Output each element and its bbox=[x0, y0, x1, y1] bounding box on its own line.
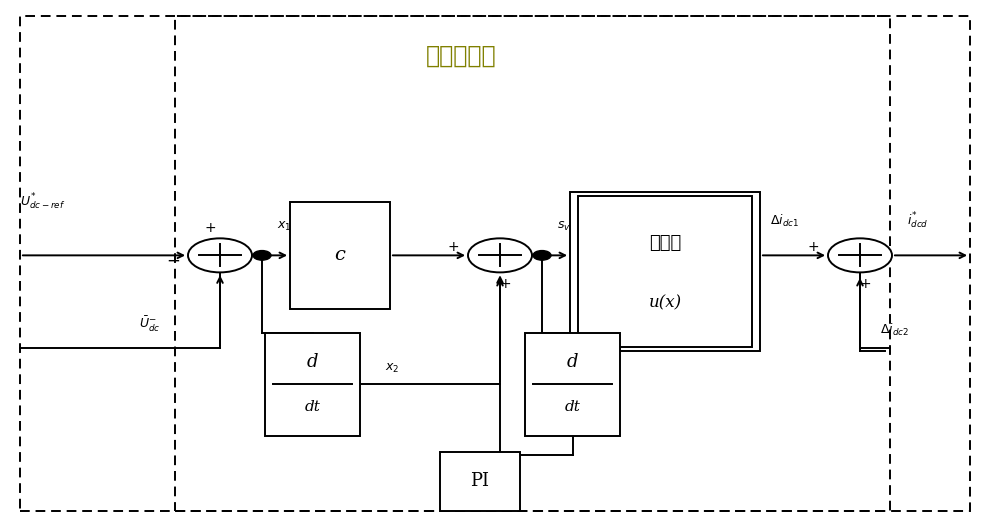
Text: d: d bbox=[307, 353, 318, 371]
FancyBboxPatch shape bbox=[290, 202, 390, 309]
Text: c: c bbox=[335, 246, 345, 264]
FancyBboxPatch shape bbox=[578, 196, 752, 347]
Text: $U_{dc-ref}^{*}$: $U_{dc-ref}^{*}$ bbox=[20, 192, 65, 212]
FancyBboxPatch shape bbox=[265, 332, 360, 436]
FancyBboxPatch shape bbox=[570, 192, 760, 351]
Text: +: + bbox=[499, 277, 511, 291]
Text: d: d bbox=[567, 353, 578, 371]
Text: $i_{dcd}^{*}$: $i_{dcd}^{*}$ bbox=[907, 211, 928, 231]
Text: dt: dt bbox=[305, 400, 320, 414]
Text: dt: dt bbox=[565, 400, 580, 414]
Text: $x_2$: $x_2$ bbox=[385, 362, 399, 375]
FancyBboxPatch shape bbox=[525, 332, 620, 436]
Text: +: + bbox=[447, 240, 459, 254]
Text: +: + bbox=[205, 221, 216, 235]
Circle shape bbox=[468, 238, 532, 272]
Text: +: + bbox=[807, 240, 819, 254]
Circle shape bbox=[828, 238, 892, 272]
Text: PI: PI bbox=[471, 472, 490, 491]
Text: 控制律: 控制律 bbox=[649, 234, 681, 252]
Text: $\Delta i_{dc1}$: $\Delta i_{dc1}$ bbox=[770, 213, 799, 229]
Text: $\Delta i_{dc2}$: $\Delta i_{dc2}$ bbox=[880, 322, 909, 338]
Text: $s_v$: $s_v$ bbox=[557, 220, 571, 232]
Text: 滑模控制器: 滑模控制器 bbox=[426, 44, 496, 68]
FancyBboxPatch shape bbox=[440, 452, 520, 511]
Text: u(x): u(x) bbox=[648, 295, 682, 312]
Text: $\bar{U}_{dc}^{-}$: $\bar{U}_{dc}^{-}$ bbox=[139, 315, 161, 334]
Circle shape bbox=[533, 251, 551, 260]
Circle shape bbox=[253, 251, 271, 260]
Circle shape bbox=[188, 238, 252, 272]
Text: $x_1$: $x_1$ bbox=[277, 220, 291, 232]
Text: +: + bbox=[859, 277, 871, 291]
Text: −: − bbox=[166, 252, 180, 270]
